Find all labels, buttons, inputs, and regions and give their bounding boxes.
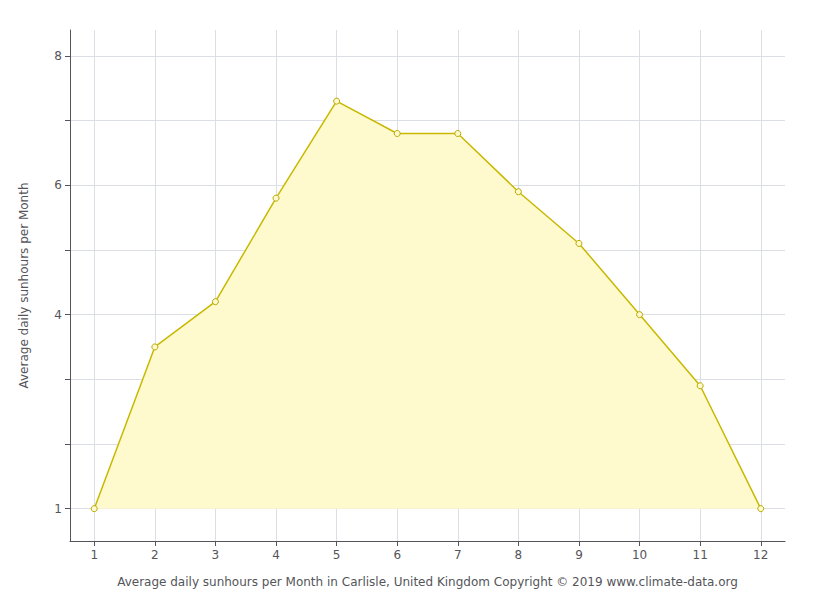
svg-text:8: 8 bbox=[515, 548, 523, 562]
svg-text:7: 7 bbox=[454, 548, 462, 562]
svg-text:4: 4 bbox=[272, 548, 280, 562]
svg-text:Average daily sunhours per Mon: Average daily sunhours per Month bbox=[17, 182, 31, 388]
svg-text:1: 1 bbox=[90, 548, 98, 562]
svg-text:6: 6 bbox=[393, 548, 401, 562]
svg-text:8: 8 bbox=[54, 49, 62, 63]
svg-text:4: 4 bbox=[54, 308, 62, 322]
svg-text:10: 10 bbox=[632, 548, 647, 562]
svg-text:3: 3 bbox=[212, 548, 220, 562]
svg-text:1: 1 bbox=[54, 502, 62, 516]
svg-text:2: 2 bbox=[151, 548, 159, 562]
svg-text:6: 6 bbox=[54, 178, 62, 192]
svg-text:11: 11 bbox=[693, 548, 708, 562]
svg-text:5: 5 bbox=[333, 548, 341, 562]
svg-text:12: 12 bbox=[753, 548, 768, 562]
svg-text:9: 9 bbox=[575, 548, 583, 562]
svg-text:Average daily sunhours per Mon: Average daily sunhours per Month in Carl… bbox=[117, 575, 738, 589]
